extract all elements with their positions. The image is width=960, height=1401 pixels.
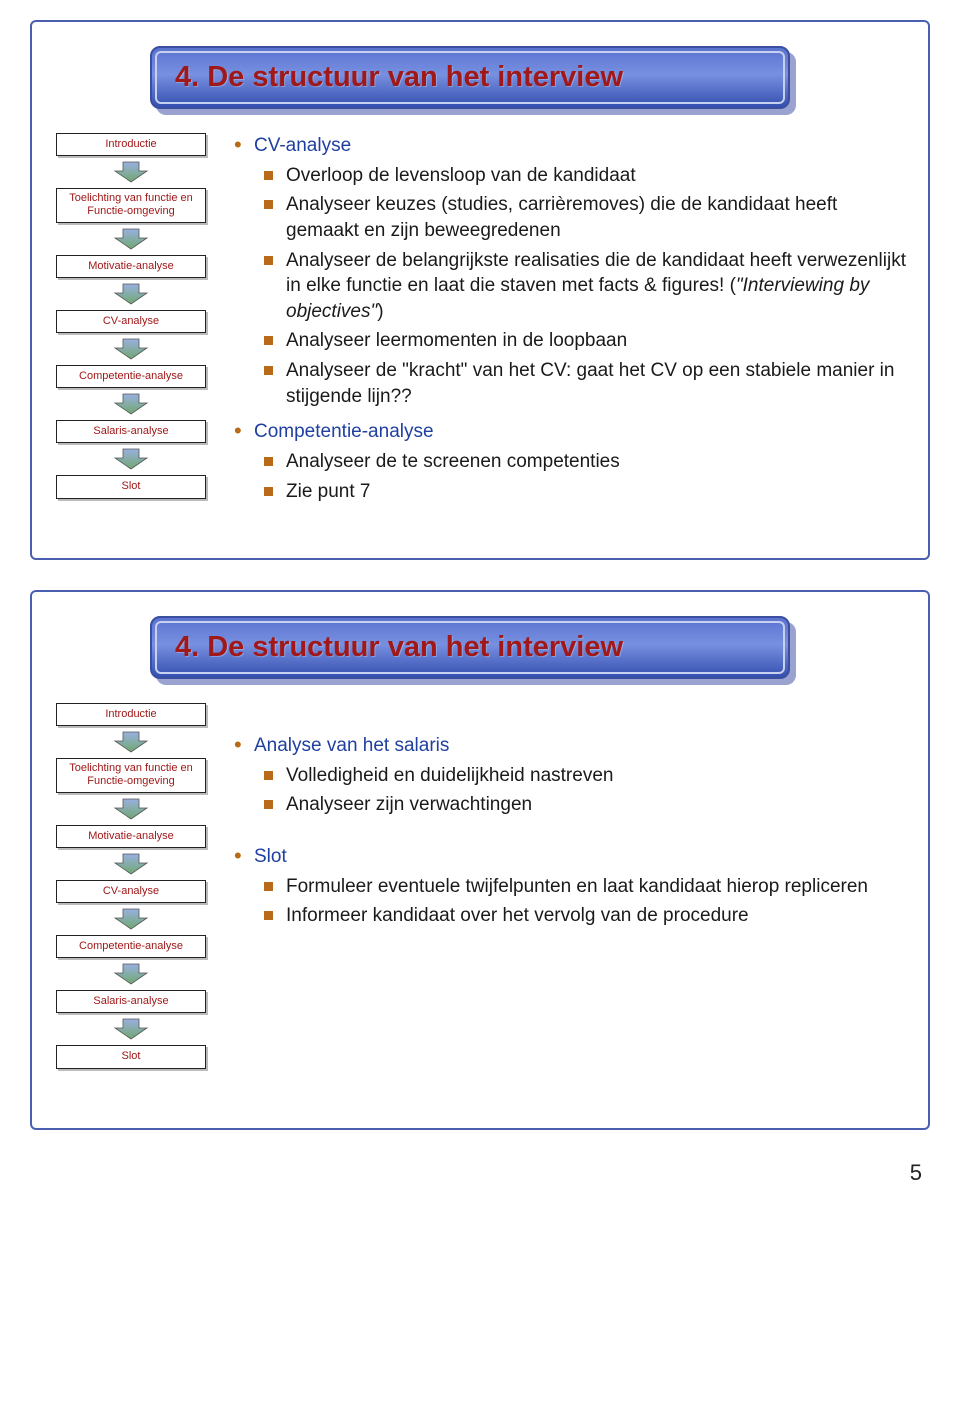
arrow-down-icon	[111, 853, 151, 875]
title-banner: 4. De structuur van het interview	[150, 46, 790, 109]
arrow-down-icon	[111, 1018, 151, 1040]
step-box: CV-analyse	[56, 880, 206, 903]
section: Slot Formuleer eventuele twijfelpunten e…	[232, 844, 906, 929]
arrow-down-icon	[111, 798, 151, 820]
section: Competentie-analyse Analyseer de te scre…	[232, 419, 906, 504]
step-box: Salaris-analyse	[56, 990, 206, 1013]
sub-item: Analyseer de "kracht" van het CV: gaat h…	[254, 358, 906, 409]
step-box: Motivatie-analyse	[56, 255, 206, 278]
sub-item: Overloop de levensloop van de kandidaat	[254, 163, 906, 189]
slide-title: 4. De structuur van het interview	[175, 61, 765, 94]
arrow-down-icon	[111, 448, 151, 470]
sub-item: Formuleer eventuele twijfelpunten en laa…	[254, 874, 906, 900]
banner-inner: 4. De structuur van het interview	[155, 51, 785, 104]
slide-body: Introductie Toelichting van functie en F…	[54, 699, 906, 1069]
step-box: Introductie	[56, 133, 206, 156]
sidebar: Introductie Toelichting van functie en F…	[54, 703, 208, 1069]
sidebar: Introductie Toelichting van functie en F…	[54, 133, 208, 499]
page-number: 5	[30, 1160, 922, 1186]
arrow-down-icon	[111, 908, 151, 930]
sub-item-text: Analyseer de belangrijkste realisaties d…	[286, 250, 906, 322]
arrow-down-icon	[111, 283, 151, 305]
step-box: Slot	[56, 475, 206, 498]
arrow-down-icon	[111, 731, 151, 753]
sub-item: Informeer kandidaat over het vervolg van…	[254, 903, 906, 929]
step-box: Salaris-analyse	[56, 420, 206, 443]
step-box: Slot	[56, 1045, 206, 1068]
banner-pill: 4. De structuur van het interview	[150, 616, 790, 679]
sub-item: Analyseer de belangrijkste realisaties d…	[254, 248, 906, 325]
arrow-down-icon	[111, 161, 151, 183]
content: CV-analyse Overloop de levensloop van de…	[232, 129, 906, 514]
sub-item: Zie punt 7	[254, 479, 906, 505]
title-banner: 4. De structuur van het interview	[150, 616, 790, 679]
step-box: Introductie	[56, 703, 206, 726]
step-box: Toelichting van functie en Functie-omgev…	[56, 188, 206, 222]
slide-1: 4. De structuur van het interview Introd…	[30, 20, 930, 560]
arrow-down-icon	[111, 393, 151, 415]
slide-body: Introductie Toelichting van functie en F…	[54, 129, 906, 514]
slide-2: 4. De structuur van het interview Introd…	[30, 590, 930, 1130]
sub-item: Analyseer zijn verwachtingen	[254, 792, 906, 818]
slide-title: 4. De structuur van het interview	[175, 631, 765, 664]
step-box: CV-analyse	[56, 310, 206, 333]
banner-inner: 4. De structuur van het interview	[155, 621, 785, 674]
step-box: Competentie-analyse	[56, 935, 206, 958]
section-head: CV-analyse	[254, 135, 351, 156]
sub-item: Analyseer leermomenten in de loopbaan	[254, 328, 906, 354]
sub-item: Volledigheid en duidelijkheid nastreven	[254, 763, 906, 789]
step-box: Toelichting van functie en Functie-omgev…	[56, 758, 206, 792]
step-box: Motivatie-analyse	[56, 825, 206, 848]
arrow-down-icon	[111, 963, 151, 985]
sub-item: Analyseer de te screenen competenties	[254, 449, 906, 475]
arrow-down-icon	[111, 338, 151, 360]
banner-pill: 4. De structuur van het interview	[150, 46, 790, 109]
content: Analyse van het salaris Volledigheid en …	[232, 699, 906, 939]
section: CV-analyse Overloop de levensloop van de…	[232, 133, 906, 409]
section-head: Competentie-analyse	[254, 421, 434, 442]
section-head: Slot	[254, 846, 287, 867]
arrow-down-icon	[111, 228, 151, 250]
section: Analyse van het salaris Volledigheid en …	[232, 733, 906, 818]
section-head: Analyse van het salaris	[254, 735, 449, 756]
sub-item: Analyseer keuzes (studies, carrièremoves…	[254, 192, 906, 243]
step-box: Competentie-analyse	[56, 365, 206, 388]
